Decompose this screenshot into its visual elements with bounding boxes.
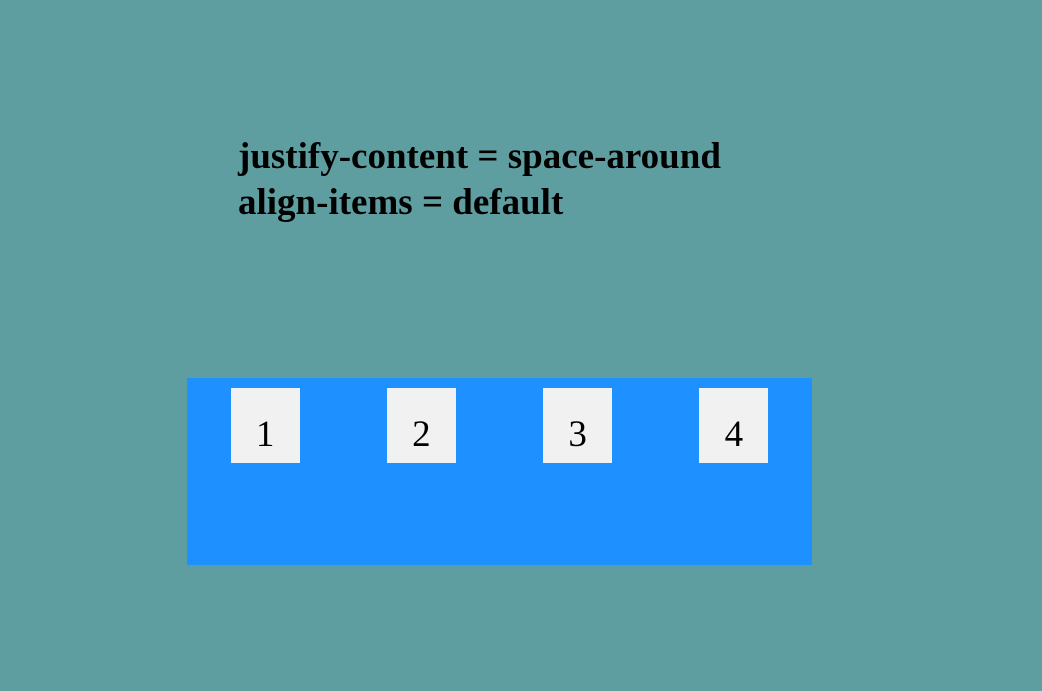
flex-item-4: 4 bbox=[699, 388, 769, 463]
heading-line-justify-content: justify-content = space-around bbox=[238, 136, 721, 177]
heading-line-align-items: align-items = default bbox=[238, 182, 564, 223]
flex-container: 1 2 3 4 bbox=[187, 378, 812, 565]
flex-item-3: 3 bbox=[543, 388, 613, 463]
page-heading: justify-content = space-around align-ite… bbox=[238, 134, 721, 226]
flex-item-2: 2 bbox=[386, 388, 456, 463]
flex-item-1: 1 bbox=[230, 388, 300, 463]
